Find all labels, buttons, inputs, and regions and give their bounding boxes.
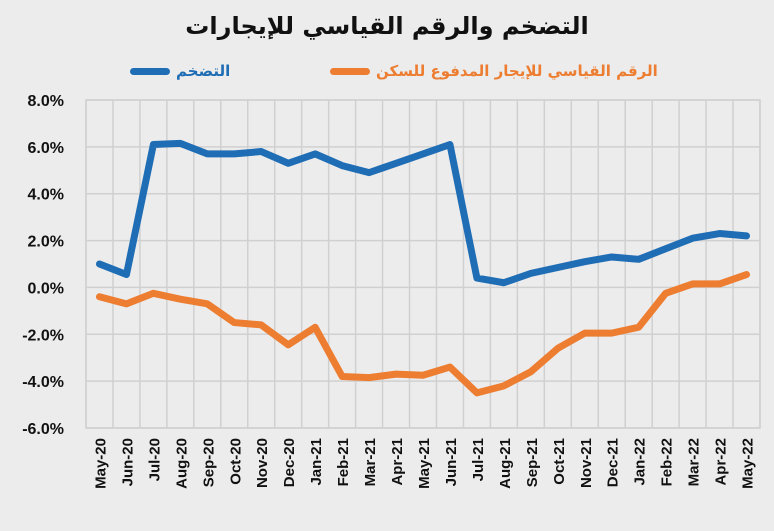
legend-item-rent-index: الرقم القياسي للإيجار المدفوع للسكن [330,62,658,80]
x-tick-label: Sep-20 [200,438,217,487]
x-tick-label: May-21 [416,438,433,489]
y-tick-label: 2.0% [28,234,64,251]
y-tick-label: 4.0% [28,187,64,204]
legend-item-inflation: التضخم [130,62,230,80]
y-tick-label: 0.0% [28,280,64,297]
x-tick-label: Mar-22 [686,438,703,486]
legend-swatch-rent-index [330,67,370,75]
legend-label-inflation: التضخم [176,62,231,80]
y-tick-label: 6.0% [28,140,64,157]
x-tick-label: Dec-21 [605,438,622,487]
x-tick-label: Mar-21 [362,438,379,486]
x-tick-label: Nov-21 [578,438,595,488]
chart-title: التضخم والرقم القياسي للإيجارات [185,12,589,40]
x-tick-label: Apr-21 [389,438,406,486]
y-tick-label: -2.0% [22,327,64,344]
x-tick-label: Jul-20 [146,438,163,481]
x-tick-label: Jun-21 [443,438,460,486]
x-tick-label: Aug-21 [497,438,514,489]
legend-label-rent-index: الرقم القياسي للإيجار المدفوع للسكن [376,62,658,80]
x-tick-label: Sep-21 [524,438,541,487]
x-tick-label: Dec-20 [281,438,298,487]
x-tick-label: Oct-20 [227,438,244,485]
x-tick-label: Jul-21 [470,438,487,481]
y-tick-label: -6.0% [22,421,64,438]
x-tick-label: Apr-22 [713,438,730,486]
x-tick-label: Jan-21 [308,438,325,486]
y-tick-label: -4.0% [22,374,64,391]
x-tick-label: May-20 [92,438,109,489]
x-tick-label: Jan-22 [632,438,649,486]
x-tick-label: Feb-21 [335,438,352,486]
x-tick-label: Oct-21 [551,438,568,485]
x-tick-label: Nov-20 [254,438,271,488]
legend-swatch-inflation [130,67,170,75]
x-tick-label: Aug-20 [173,438,190,489]
x-tick-label: Feb-22 [659,438,676,486]
x-tick-label: May-22 [740,438,757,489]
x-tick-label: Jun-20 [119,438,136,486]
y-tick-label: 8.0% [28,93,64,110]
